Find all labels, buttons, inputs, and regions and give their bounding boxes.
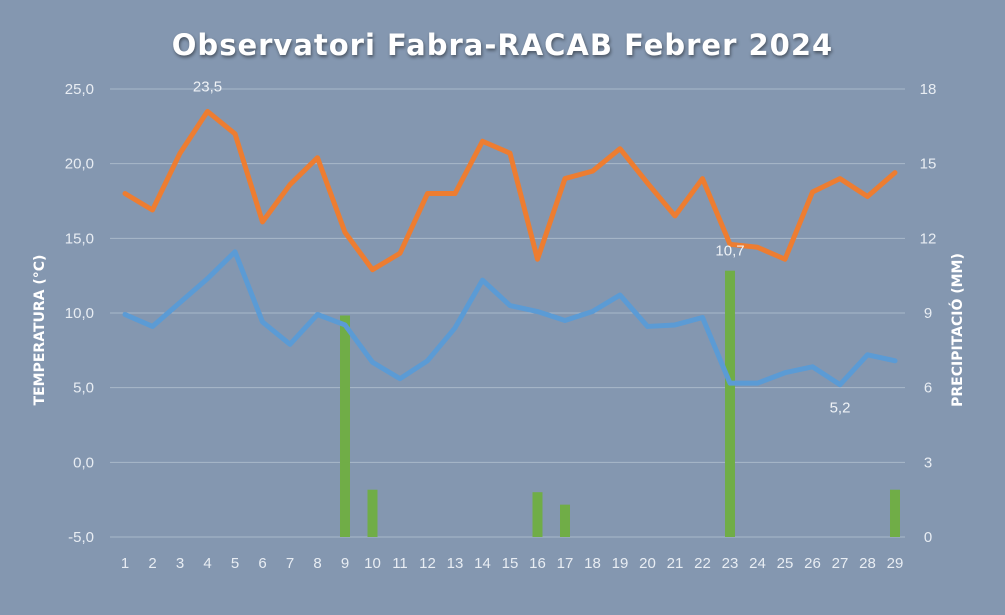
x-tick-label: 10 (364, 555, 381, 572)
y-tick-label: 10,0 (65, 305, 94, 322)
x-tick-label: 19 (612, 555, 629, 572)
x-tick-label: 8 (313, 555, 321, 572)
chart-title: Observatori Fabra-RACAB Febrer 2024 (171, 28, 834, 62)
data-label: 23,5 (193, 78, 222, 95)
x-tick-label: 2 (148, 555, 156, 572)
x-tick-label: 20 (639, 555, 656, 572)
y-tick-label: -5,0 (68, 529, 94, 546)
min-temp-line (122, 249, 898, 388)
x-tick-label: 21 (667, 555, 684, 572)
y2-tick-label: 0 (924, 529, 932, 546)
y-tick-label: 25,0 (65, 81, 94, 98)
y2-tick-label: 9 (924, 305, 932, 322)
x-tick-label: 24 (749, 555, 766, 572)
y-tick-label: 0,0 (73, 454, 94, 471)
x-tick-label: 1 (121, 555, 129, 572)
x-tick-label: 6 (258, 555, 266, 572)
precip-bar (725, 270, 735, 537)
x-tick-label: 7 (286, 555, 294, 572)
x-tick-label: 18 (584, 555, 601, 572)
x-tick-label: 23 (722, 555, 739, 572)
precip-bar (367, 489, 378, 537)
x-tick-label: 9 (341, 555, 349, 572)
x-tick-label: 17 (557, 555, 574, 572)
x-tick-label: 15 (502, 555, 519, 572)
y2-tick-label: 18 (920, 81, 937, 98)
y2-tick-label: 15 (920, 156, 937, 173)
x-tick-label: 14 (474, 555, 491, 572)
x-tick-label: 3 (176, 555, 184, 572)
y-tick-label: 15,0 (65, 230, 94, 247)
precip-bar (890, 489, 900, 537)
x-tick-label: 4 (203, 555, 211, 572)
x-tick-label: 13 (447, 555, 464, 572)
x-tick-label: 22 (694, 555, 711, 572)
x-tick-label: 11 (392, 555, 408, 572)
y2-tick-label: 6 (924, 380, 932, 397)
y2-tick-label: 3 (924, 454, 932, 471)
y2-tick-label: 12 (920, 230, 937, 247)
x-tick-label: 29 (887, 555, 904, 572)
y-tick-label: 5,0 (73, 380, 94, 397)
data-label: 10,7 (715, 243, 744, 260)
precip-bar (532, 492, 543, 537)
x-tick-label: 28 (859, 555, 876, 572)
x-tick-label: 27 (832, 555, 849, 572)
x-tick-label: 5 (231, 555, 239, 572)
precip-bar (560, 504, 570, 537)
x-tick-label: 25 (777, 555, 794, 572)
y-tick-label: 20,0 (65, 156, 94, 173)
x-tick-label: 12 (419, 555, 436, 572)
x-tick-label: 26 (804, 555, 821, 572)
max-temp-line (122, 108, 898, 273)
precip-bar (340, 315, 350, 537)
x-tick-label: 16 (529, 555, 546, 572)
data-label: 5,2 (830, 400, 851, 417)
